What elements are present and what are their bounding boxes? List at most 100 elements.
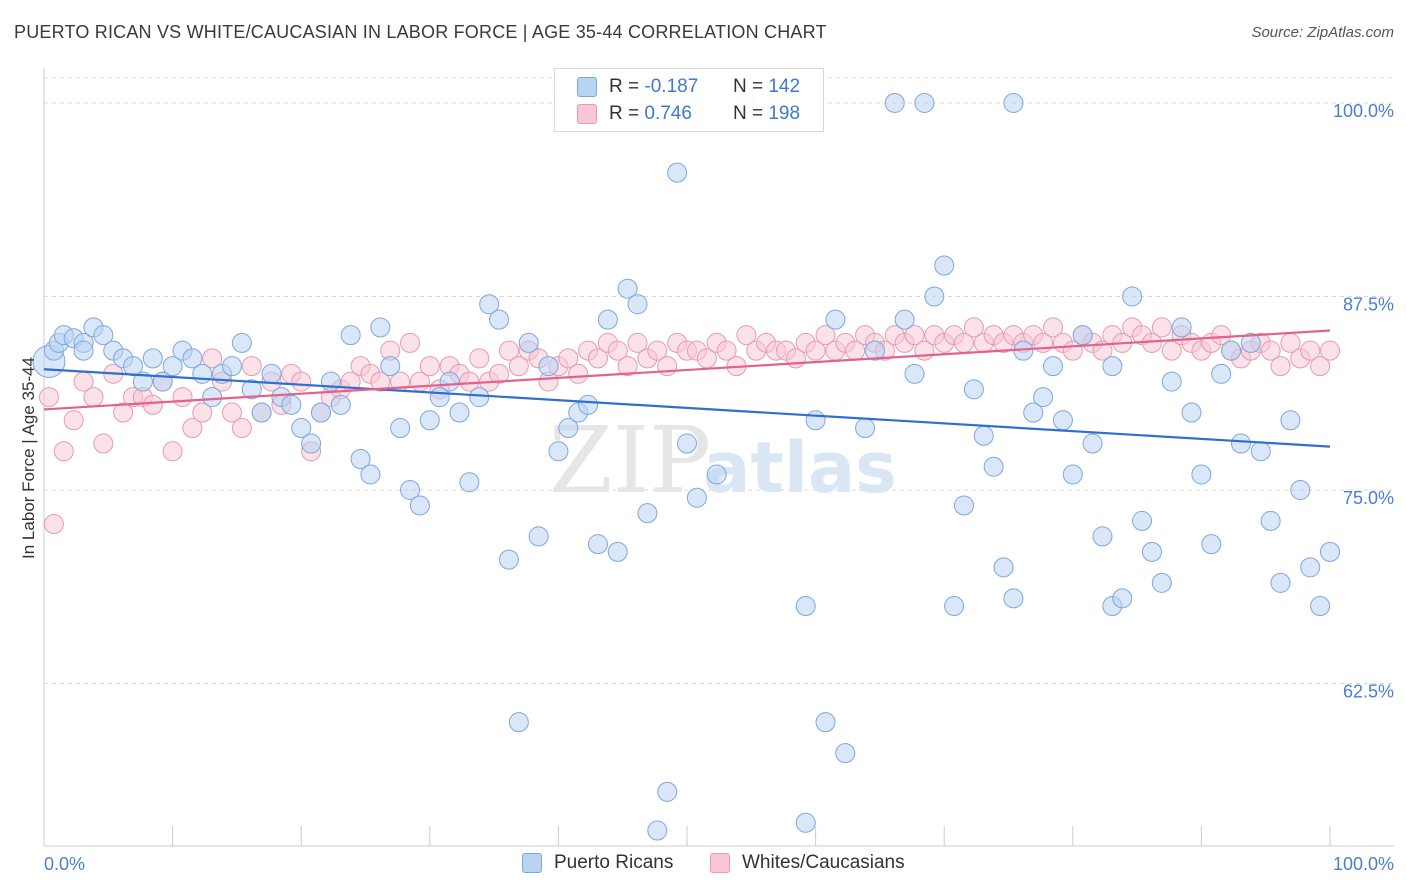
point-puerto-rican — [1290, 479, 1311, 500]
swatch-pink — [577, 104, 597, 124]
point-puerto-rican — [1310, 596, 1331, 617]
point-white-caucasian — [805, 340, 826, 361]
point-white-caucasian — [1260, 340, 1281, 361]
r-value: -0.187 — [644, 76, 699, 97]
point-white-caucasian — [1310, 356, 1331, 377]
point-puerto-rican — [884, 92, 905, 113]
series-puerto-ricans — [32, 92, 1340, 841]
point-puerto-rican — [1132, 510, 1153, 531]
point-puerto-rican — [251, 402, 272, 423]
point-white-caucasian — [93, 433, 114, 454]
point-puerto-rican — [1221, 340, 1242, 361]
point-puerto-rican — [855, 418, 876, 439]
x-tick-right: 100.0% — [1333, 854, 1394, 874]
point-puerto-rican — [538, 356, 559, 377]
point-puerto-rican — [1171, 317, 1192, 338]
point-puerto-rican — [1211, 363, 1232, 384]
point-puerto-rican — [667, 162, 688, 183]
axes — [43, 68, 1394, 847]
point-puerto-rican — [1201, 534, 1222, 555]
point-puerto-rican — [558, 418, 579, 439]
point-puerto-rican — [1023, 402, 1044, 423]
point-puerto-rican — [578, 394, 599, 415]
point-white-caucasian — [1270, 356, 1291, 377]
stats-row-whites: R = 0.746 N = 198 — [577, 102, 800, 126]
legend-swatch-blue — [522, 853, 542, 873]
point-puerto-rican — [1003, 92, 1024, 113]
point-white-caucasian — [815, 325, 836, 346]
point-puerto-rican — [587, 534, 608, 555]
point-white-caucasian — [627, 332, 648, 353]
point-puerto-rican — [1320, 541, 1340, 562]
stats-legend: R = -0.187 N = 142 R = 0.746 N = 198 — [554, 68, 824, 132]
point-puerto-rican — [221, 356, 242, 377]
point-puerto-rican — [963, 379, 984, 400]
point-puerto-rican — [835, 743, 856, 764]
point-white-caucasian — [400, 332, 421, 353]
point-puerto-rican — [350, 449, 371, 469]
point-white-caucasian — [172, 387, 193, 408]
point-white-caucasian — [63, 410, 84, 431]
point-puerto-rican — [409, 495, 430, 516]
point-puerto-rican — [1043, 356, 1064, 377]
point-puerto-rican — [944, 596, 965, 617]
point-puerto-rican — [419, 410, 440, 431]
point-puerto-rican — [1033, 387, 1054, 408]
point-puerto-rican — [291, 418, 312, 439]
point-puerto-rican — [647, 820, 668, 841]
point-white-caucasian — [657, 356, 678, 377]
point-white-caucasian — [202, 348, 223, 369]
point-puerto-rican — [1191, 464, 1212, 485]
point-white-caucasian — [716, 340, 737, 361]
point-white-caucasian — [498, 340, 519, 361]
point-puerto-rican — [479, 294, 500, 315]
point-puerto-rican — [795, 812, 816, 833]
point-puerto-rican — [192, 363, 213, 384]
n-value: 198 — [768, 103, 801, 124]
point-white-caucasian — [617, 356, 638, 377]
point-white-caucasian — [736, 325, 757, 346]
point-puerto-rican — [320, 371, 341, 392]
point-puerto-rican — [894, 309, 915, 330]
point-puerto-rican — [597, 309, 618, 330]
point-puerto-rican — [617, 278, 638, 299]
point-puerto-rican — [241, 379, 262, 400]
point-puerto-rican — [686, 487, 707, 508]
legend-swatch-pink — [710, 853, 730, 873]
chart-title: PUERTO RICAN VS WHITE/CAUCASIAN IN LABOR… — [14, 22, 827, 42]
point-white-caucasian — [370, 371, 391, 392]
point-puerto-rican — [825, 309, 846, 330]
point-puerto-rican — [340, 325, 361, 346]
point-white-caucasian — [963, 317, 984, 338]
point-white-caucasian — [1300, 340, 1321, 361]
point-puerto-rican — [370, 317, 391, 338]
point-puerto-rican — [627, 294, 648, 315]
point-white-caucasian — [568, 363, 589, 384]
point-puerto-rican — [400, 479, 421, 500]
point-puerto-rican — [1161, 371, 1182, 392]
point-puerto-rican — [914, 92, 935, 113]
point-puerto-rican — [607, 541, 628, 562]
point-puerto-rican — [439, 371, 460, 392]
point-puerto-rican — [1270, 572, 1291, 593]
point-white-caucasian — [192, 402, 213, 423]
point-white-caucasian — [469, 348, 490, 369]
series-legend: Puerto Ricans Whites/Caucasians — [0, 850, 1406, 878]
legend-item-puerto-ricans: Puerto Ricans — [522, 852, 673, 874]
point-puerto-rican — [657, 781, 678, 802]
point-puerto-rican — [934, 255, 955, 276]
point-puerto-rican — [1112, 588, 1133, 609]
swatch-blue — [577, 77, 597, 97]
point-puerto-rican — [548, 441, 569, 462]
point-puerto-rican — [301, 433, 322, 454]
point-white-caucasian — [647, 340, 668, 361]
point-puerto-rican — [310, 402, 331, 423]
point-puerto-rican — [459, 472, 480, 493]
y-tick-labels: 100.0% 87.5% 75.0% 62.5% — [1333, 101, 1394, 702]
point-puerto-rican — [1230, 433, 1251, 454]
point-puerto-rican — [1052, 410, 1073, 431]
point-puerto-rican — [498, 549, 519, 570]
point-puerto-rican — [281, 394, 302, 415]
point-white-caucasian — [38, 387, 59, 408]
point-puerto-rican — [1102, 356, 1123, 377]
